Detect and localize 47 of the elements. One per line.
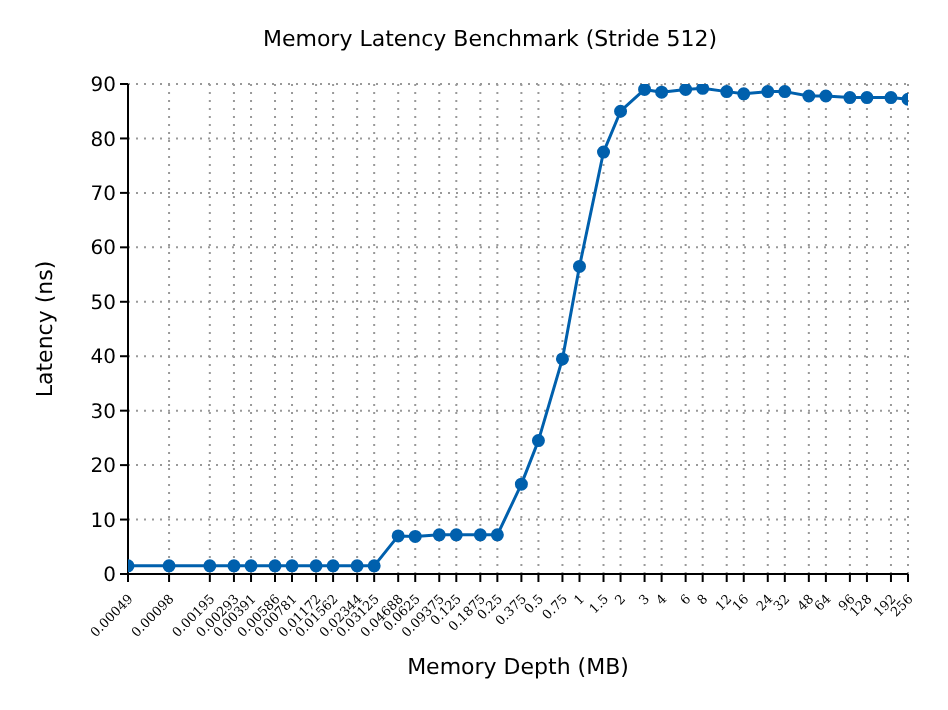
point: [655, 85, 669, 99]
y-tick-label: 10: [90, 510, 116, 533]
point: [597, 145, 611, 159]
point: [860, 91, 874, 105]
point: [638, 84, 652, 96]
point: [350, 559, 364, 573]
point: [309, 559, 323, 573]
point: [720, 85, 734, 99]
point: [391, 529, 405, 543]
point: [367, 559, 381, 573]
point: [227, 559, 241, 573]
point: [408, 529, 422, 543]
point: [268, 559, 282, 573]
point: [203, 559, 217, 573]
point: [473, 528, 487, 542]
point: [679, 84, 693, 96]
point: [285, 559, 299, 573]
point: [696, 84, 710, 95]
point: [761, 85, 775, 99]
y-tick-label: 50: [90, 292, 116, 315]
point: [884, 91, 898, 105]
point: [514, 477, 528, 491]
point: [802, 89, 816, 103]
point: [432, 528, 446, 542]
y-tick-label: 20: [90, 456, 116, 479]
y-tick-label: 70: [90, 183, 116, 206]
point: [572, 259, 586, 273]
x-axis-title: Memory Depth (MB): [407, 654, 629, 680]
chart-title: Memory Latency Benchmark (Stride 512): [260, 26, 720, 52]
y-tick-label: 60: [90, 238, 116, 261]
point: [555, 352, 569, 366]
point: [614, 104, 628, 118]
point: [244, 559, 258, 573]
point: [843, 91, 857, 105]
point: [778, 85, 792, 99]
point: [531, 434, 545, 448]
point: [819, 89, 833, 103]
y-tick-label: 80: [90, 129, 116, 152]
point: [326, 559, 340, 573]
y-tick-label: 0: [103, 565, 116, 588]
point: [449, 528, 463, 542]
point: [490, 528, 504, 542]
y-tick-label: 90: [90, 75, 116, 98]
y-axis-title: Latency (ns): [31, 260, 58, 398]
y-tick-label: 40: [90, 347, 116, 370]
y-tick-label: 30: [90, 401, 116, 424]
point: [737, 87, 751, 101]
